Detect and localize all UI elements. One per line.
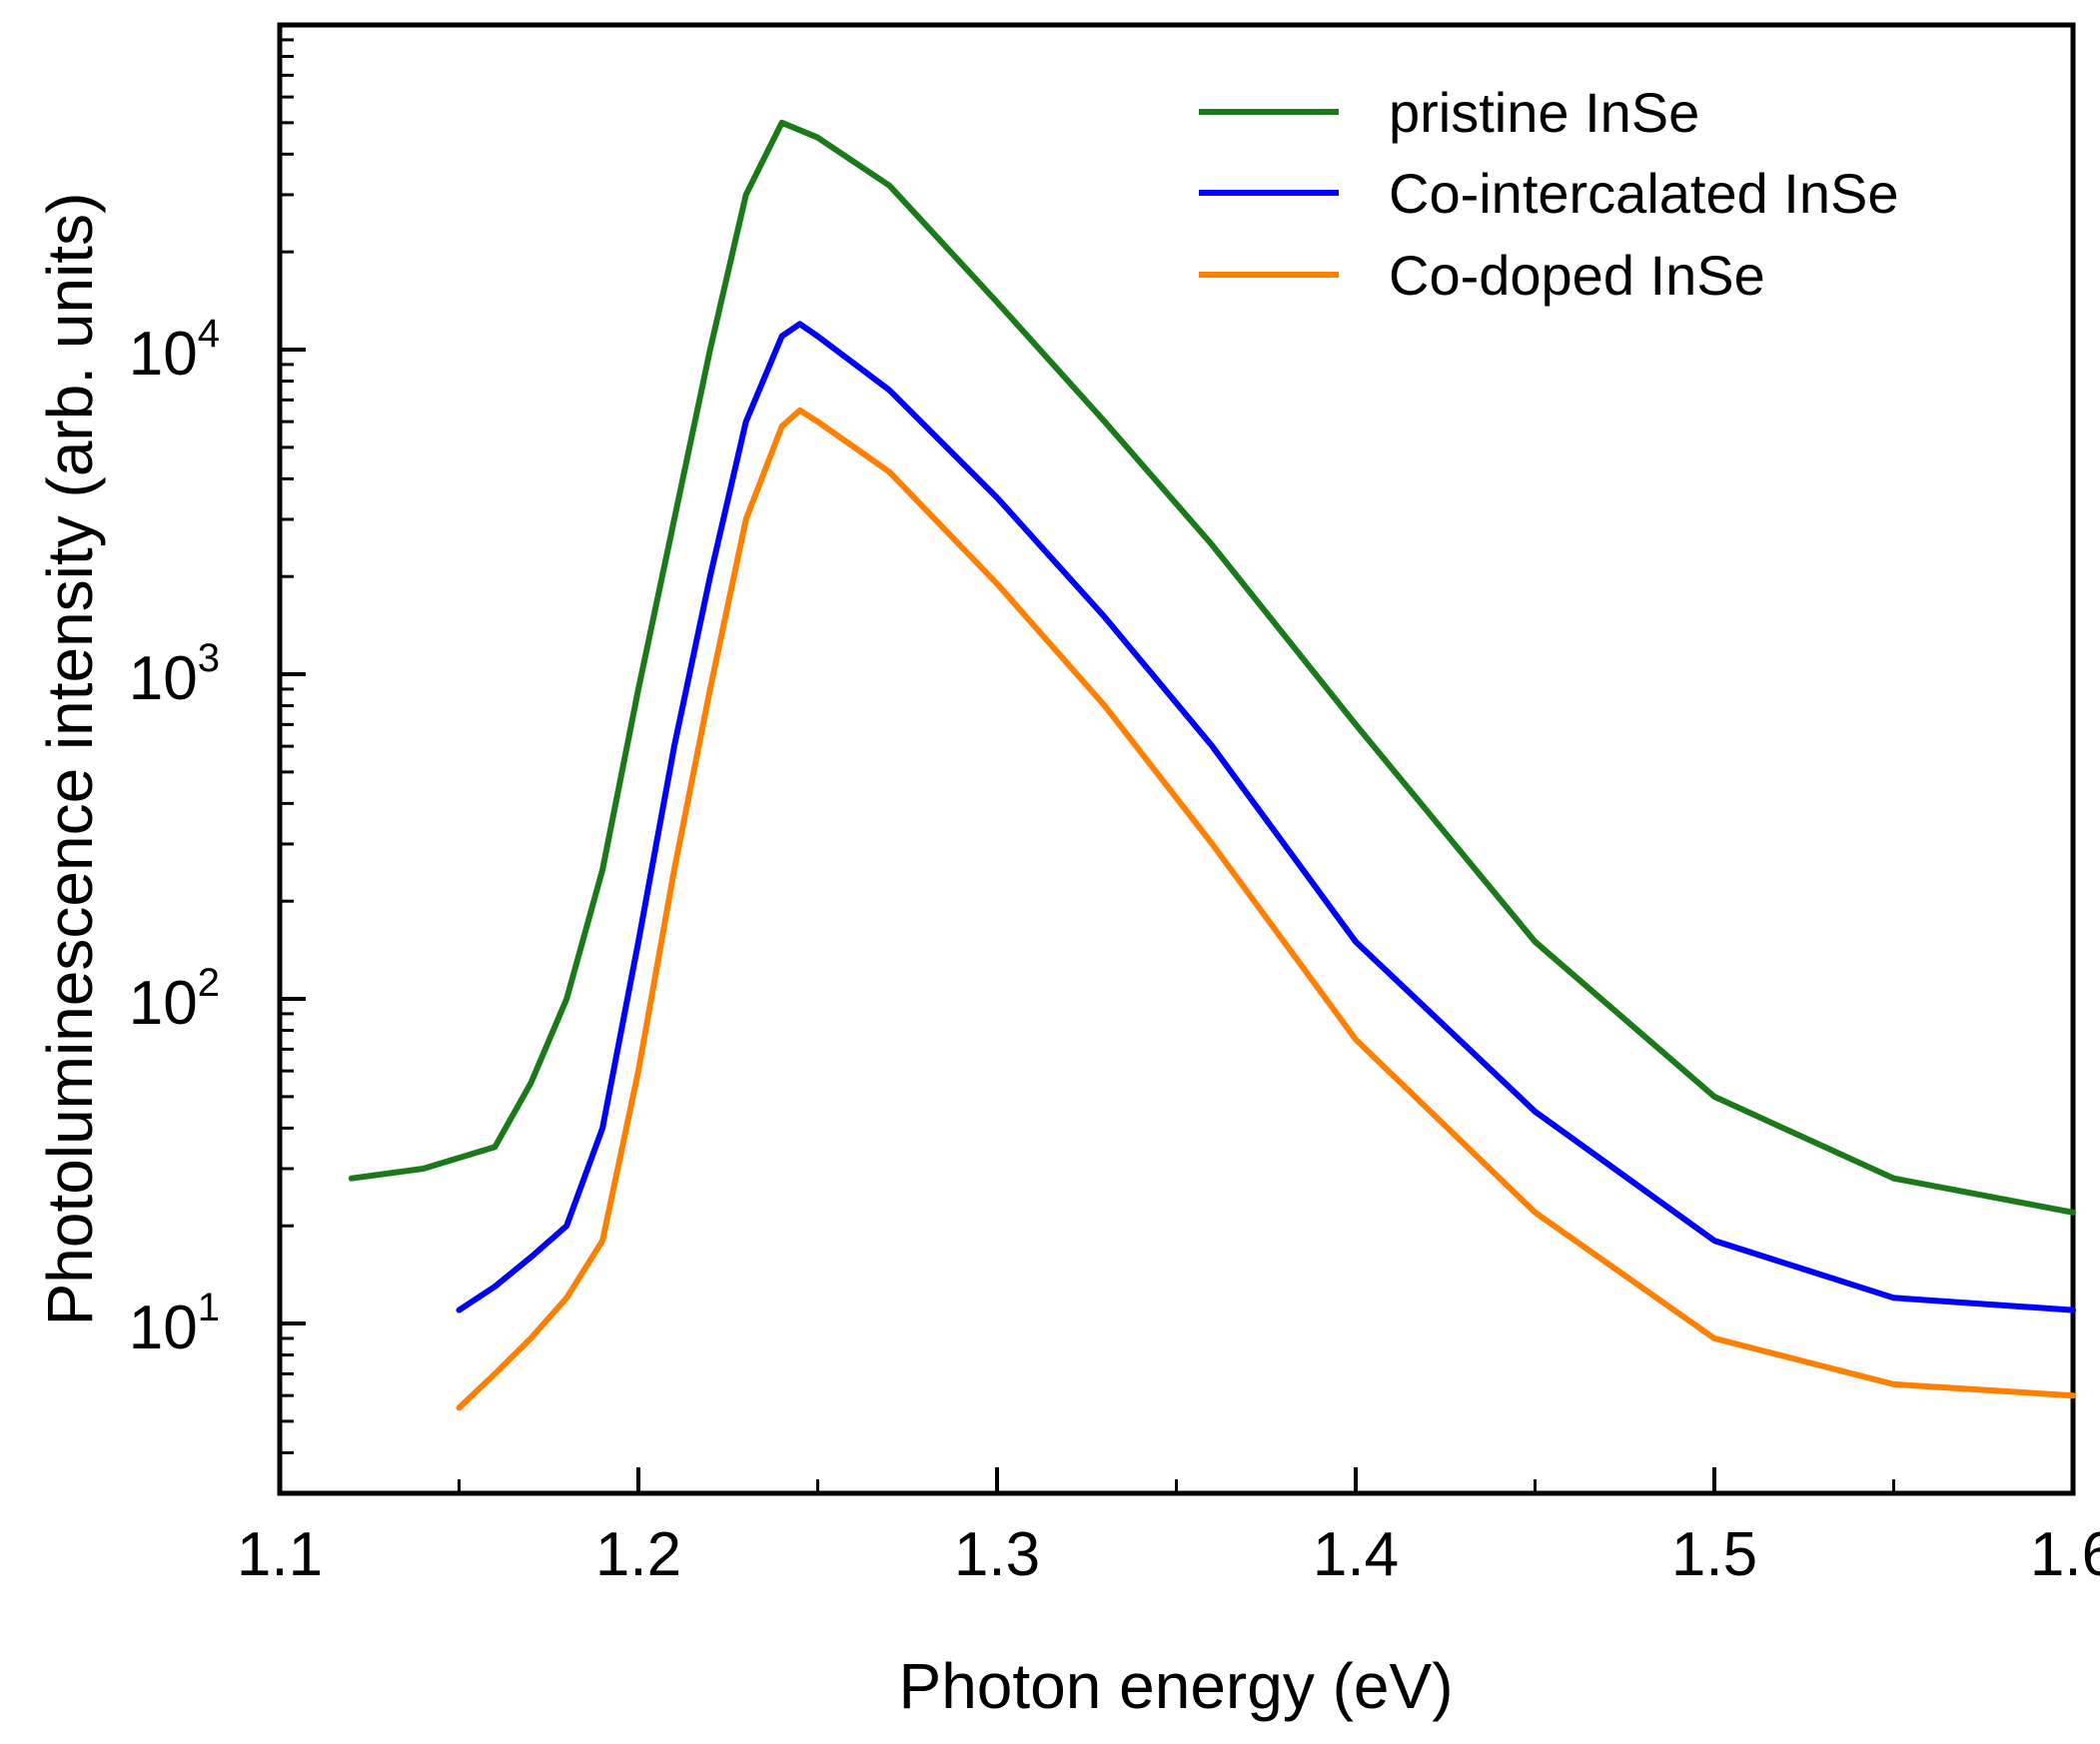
series-line-co-intercalated	[456, 321, 2076, 1313]
x-axis-title: Photon energy (eV)	[899, 1650, 1454, 1722]
series-line-co-doped	[456, 407, 2076, 1411]
legend: pristine InSe Co-intercalated InSe Co-do…	[1199, 81, 1899, 307]
y-tick-label: 104	[129, 312, 220, 389]
plot-frame	[277, 22, 2076, 1496]
y-axis-title: Photoluminescence intensity (arb. units)	[34, 193, 106, 1326]
y-tick-base: 10	[129, 1294, 198, 1362]
y-tick-exponent: 2	[198, 961, 220, 1005]
y-tick-labels: 101 102 103 104	[129, 312, 220, 1362]
x-tick-label: 1.5	[1671, 1520, 1757, 1589]
x-tick-label: 1.4	[1313, 1520, 1399, 1589]
series-lines	[348, 119, 2076, 1411]
y-tick-exponent: 3	[198, 636, 220, 680]
major-ticks	[278, 348, 2075, 1493]
legend-label-pristine: pristine InSe	[1389, 81, 1699, 144]
y-tick-base: 10	[129, 969, 198, 1038]
x-tick-label: 1.6	[2030, 1520, 2100, 1589]
y-tick-base: 10	[129, 644, 198, 713]
legend-label-co-doped: Co-doped InSe	[1389, 244, 1765, 307]
minor-ticks	[280, 23, 1895, 1495]
x-tick-label: 1.2	[595, 1520, 681, 1589]
series-line-pristine	[348, 119, 2076, 1216]
y-tick-label: 102	[129, 961, 220, 1038]
y-tick-exponent: 4	[198, 312, 220, 356]
x-tick-label: 1.1	[237, 1520, 323, 1589]
y-tick-base: 10	[129, 320, 198, 389]
y-tick-exponent: 1	[198, 1286, 220, 1329]
y-tick-label: 103	[129, 636, 220, 713]
legend-label-co-intercalated: Co-intercalated InSe	[1389, 162, 1899, 225]
x-tick-labels: 1.1 1.2 1.3 1.4 1.5 1.6	[237, 1520, 2100, 1589]
x-tick-label: 1.3	[954, 1520, 1040, 1589]
y-tick-label: 101	[129, 1286, 220, 1362]
